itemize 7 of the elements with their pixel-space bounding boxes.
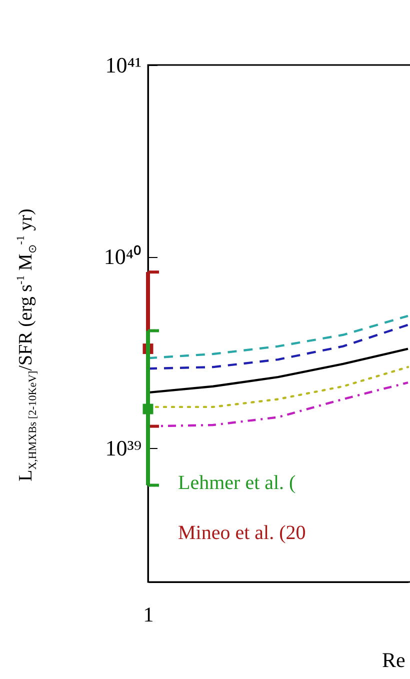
x-tick-label: 1 [143,602,154,626]
x-axis-title: Re [382,648,406,673]
y-tick-label: 10³⁹ [105,436,142,461]
text: Lehmer et al. ( [178,472,297,496]
y-tick-label: 10⁴¹ [105,52,142,78]
y-tick-label: 10⁴⁰ [104,244,142,270]
text: Mineo et al. (20 [178,522,306,546]
